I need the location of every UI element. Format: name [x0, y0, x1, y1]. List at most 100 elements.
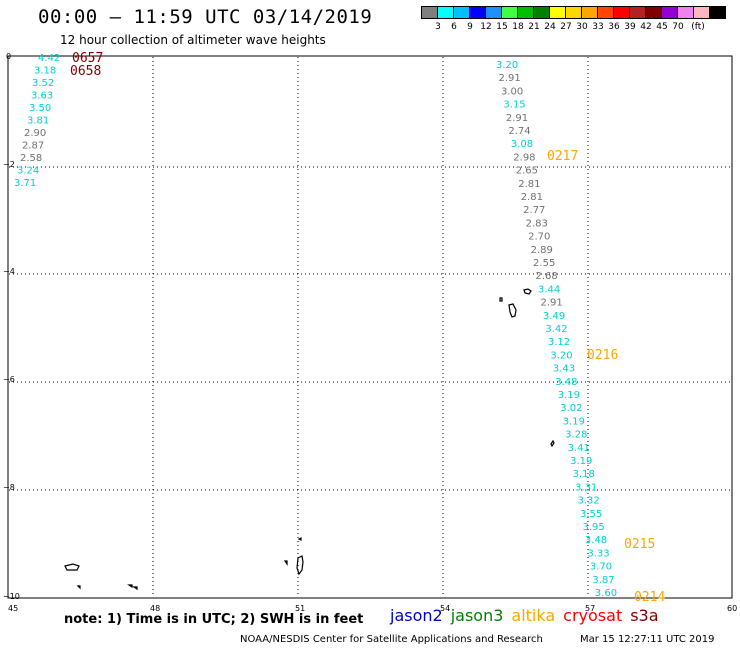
- island: [132, 586, 138, 591]
- pass-time-label: 0216: [587, 348, 618, 363]
- color-swatch: [629, 6, 646, 19]
- wave-height-label: 3.19: [563, 416, 585, 427]
- wave-height-label: 3.50: [29, 103, 51, 114]
- color-scale-label: 33: [592, 22, 604, 32]
- pass-time-label: 0217: [547, 149, 578, 164]
- color-scale-label: 12: [480, 22, 492, 32]
- note-text: note: 1) Time is in UTC; 2) SWH is in fe…: [64, 612, 364, 627]
- wave-height-label: 3.70: [590, 562, 612, 573]
- color-scale-label: 42: [640, 22, 652, 32]
- x-tick-label: 45: [8, 604, 18, 613]
- footer-credit: NOAA/NESDIS Center for Satellite Applica…: [240, 634, 543, 645]
- x-tick-label: 51: [295, 604, 305, 613]
- wave-height-label: 2.90: [24, 128, 46, 139]
- color-scale-label: 15: [496, 22, 508, 32]
- wave-height-label: 3.87: [592, 575, 614, 586]
- map-frame: [7, 55, 733, 599]
- x-tick-label: 57: [585, 604, 595, 613]
- color-swatch: [709, 6, 726, 19]
- wave-height-label: 3.19: [558, 390, 580, 401]
- legend-s3a: s3a: [630, 606, 659, 625]
- island: [283, 560, 288, 566]
- wave-height-label: 3.42: [545, 324, 567, 335]
- map-title: 00:00 – 11:59 UTC 03/14/2019: [38, 6, 373, 28]
- color-swatch: [437, 6, 454, 19]
- color-scale-label: 30: [576, 22, 588, 32]
- x-tick-label: 54: [440, 604, 450, 613]
- color-swatch: [533, 6, 550, 19]
- color-swatch: [645, 6, 662, 19]
- island: [550, 439, 555, 448]
- color-scale-label: 3: [435, 22, 441, 32]
- y-tick-label: −10: [3, 592, 20, 601]
- wave-height-label: 3.33: [587, 548, 609, 559]
- island: [76, 585, 81, 590]
- wave-height-label: 2.83: [526, 218, 548, 229]
- wave-height-label: 3.20: [550, 350, 572, 361]
- legend-altika: altika: [511, 606, 556, 625]
- color-scale-label: (ft): [691, 22, 705, 32]
- legend-cryosat: cryosat: [563, 606, 623, 625]
- color-scale-label: 39: [624, 22, 636, 32]
- color-scale-label: 21: [528, 22, 540, 32]
- color-swatch: [469, 6, 486, 19]
- wave-height-label: 2.81: [518, 179, 540, 190]
- color-swatch: [613, 6, 630, 19]
- y-tick-label: −4: [3, 267, 15, 276]
- wave-height-label: 3.55: [580, 509, 602, 520]
- wave-height-label: 3.19: [570, 456, 592, 467]
- wave-height-label: 3.44: [538, 284, 560, 295]
- grid-lines: [9, 57, 731, 597]
- color-scale-label: 70: [672, 22, 684, 32]
- wave-height-label: 2.74: [508, 126, 530, 137]
- island: [297, 537, 302, 541]
- y-tick-label: −6: [3, 375, 15, 384]
- wave-height-label: 3.52: [32, 78, 54, 89]
- color-swatch: [581, 6, 598, 19]
- generated-timestamp: Mar 15 12:27:11 UTC 2019: [580, 634, 715, 645]
- wave-height-label: 2.81: [521, 192, 543, 203]
- island: [499, 297, 503, 302]
- wave-height-label: 3.31: [575, 482, 597, 493]
- y-tick-label: −2: [3, 160, 15, 169]
- color-swatch: [485, 6, 502, 19]
- wave-height-label: 3.00: [501, 86, 523, 97]
- wave-height-label: 3.63: [31, 91, 53, 102]
- x-tick-label: 60: [727, 604, 737, 613]
- wave-height-label: 3.18: [34, 66, 56, 77]
- y-tick-label: 0: [6, 52, 11, 61]
- color-swatch: [597, 6, 614, 19]
- wave-height-label: 3.43: [553, 364, 575, 375]
- legend-jason2: jason2: [390, 606, 443, 625]
- island: [64, 563, 80, 571]
- axis-labels: 45 48 51 54 57 60 0 −2 −4 −6 −8 −10: [3, 52, 737, 613]
- pass-time-label: 0214: [634, 590, 665, 605]
- color-scale-label: 27: [560, 22, 572, 32]
- color-scale-labels: 3 6 9 12 15 18 21 24 27 30 33 36 39 42 45 70 (ft): [422, 22, 740, 36]
- satellite-legend: jason2 jason3 altika cryosat s3a: [390, 606, 667, 625]
- wave-height-label: 3.28: [565, 430, 587, 441]
- color-swatch: [453, 6, 470, 19]
- wave-height-label: 2.98: [513, 152, 535, 163]
- wave-height-label: 3.71: [14, 178, 36, 189]
- color-swatch: [421, 6, 438, 19]
- color-scale-label: 45: [656, 22, 668, 32]
- wave-height-label: 3.48: [555, 377, 577, 388]
- wave-height-label: 2.65: [516, 166, 538, 177]
- legend-jason3: jason3: [450, 606, 504, 625]
- wave-height-label: 3.20: [496, 60, 518, 71]
- wave-height-label: 2.91: [498, 73, 520, 84]
- wave-height-label: 2.55: [533, 258, 555, 269]
- color-swatch: [565, 6, 582, 19]
- wave-height-label: 3.49: [543, 311, 565, 322]
- wave-height-label: 3.41: [568, 443, 590, 454]
- wave-height-label: 2.91: [540, 298, 562, 309]
- wave-height-label: 3.48: [585, 535, 607, 546]
- map-subtitle: 12 hour collection of altimeter wave hei…: [60, 33, 326, 47]
- wave-height-label: 2.70: [528, 232, 550, 243]
- color-swatch: [661, 6, 678, 19]
- wave-height-label: 3.15: [503, 100, 525, 111]
- wave-height-label: 4.42: [38, 53, 60, 64]
